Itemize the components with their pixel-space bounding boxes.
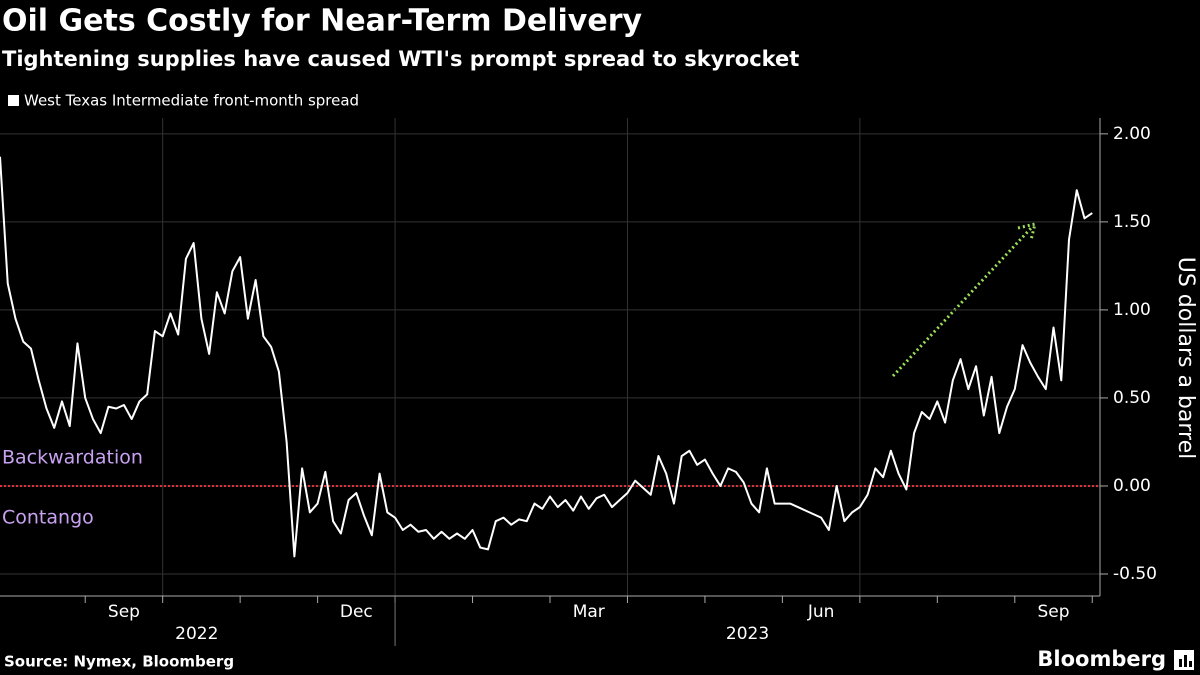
data-line (0, 156, 1093, 558)
annotation-arrow (891, 221, 1038, 378)
annotation: Contango (2, 506, 94, 528)
y-tick-label: 0.00 (1113, 476, 1151, 496)
x-tick-label: Sep (1037, 602, 1069, 622)
y-tick-label: 0.50 (1113, 388, 1151, 408)
y-tick-label: -0.50 (1113, 564, 1157, 584)
y-axis-label: US dollars a barrel (1173, 257, 1198, 459)
x-tick-label: Sep (108, 602, 140, 622)
brand-icon (1174, 650, 1194, 670)
y-tick-label: 2.00 (1113, 124, 1151, 144)
y-tick-label: 1.50 (1113, 212, 1151, 232)
year-label: 2022 (175, 624, 218, 644)
x-tick-label: Dec (340, 602, 373, 622)
year-label: 2023 (726, 624, 769, 644)
x-tick-label: Mar (573, 602, 605, 622)
source: Source: Nymex, Bloomberg (4, 653, 234, 671)
legend-label: West Texas Intermediate front-month spre… (24, 92, 359, 110)
brand: Bloomberg (1037, 647, 1166, 671)
x-tick-label: Jun (807, 602, 835, 622)
chart-title: Oil Gets Costly for Near-Term Delivery (2, 4, 643, 39)
annotation: Backwardation (2, 446, 143, 468)
chart-subtitle: Tightening supplies have caused WTI's pr… (2, 47, 799, 71)
legend-swatch (8, 95, 19, 106)
y-tick-label: 1.00 (1113, 300, 1151, 320)
